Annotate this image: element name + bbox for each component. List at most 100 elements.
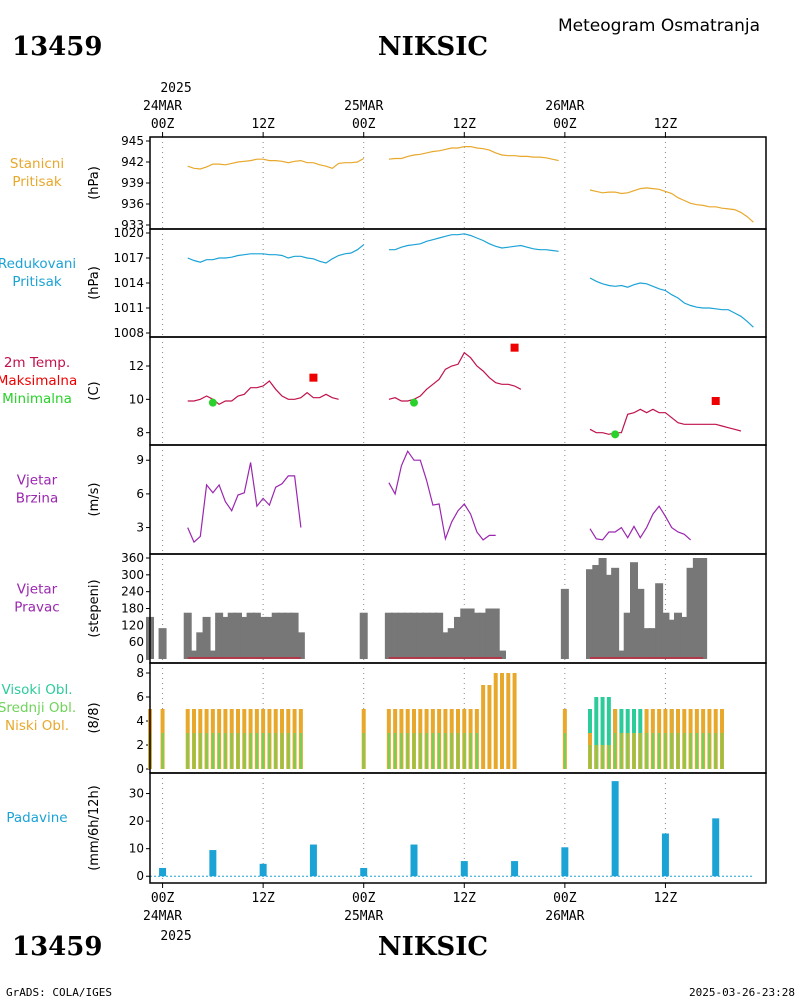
mid-cloud-bar bbox=[281, 733, 283, 769]
precip-bar bbox=[259, 863, 267, 877]
mid-cloud-bar bbox=[463, 733, 466, 769]
wind-direction-bar bbox=[472, 612, 481, 659]
footer-station-id: 13459 bbox=[12, 932, 102, 962]
wind-direction-bar bbox=[686, 567, 695, 659]
panel-label: Padavine bbox=[6, 810, 67, 826]
wind-direction-bar bbox=[215, 612, 224, 659]
y-tick-label: 933 bbox=[121, 218, 144, 232]
panel-label: Pravac bbox=[14, 600, 59, 616]
wind-direction-bar bbox=[359, 612, 368, 659]
wind-direction-bar bbox=[692, 558, 701, 659]
precip-bar bbox=[410, 844, 418, 877]
precip-bar bbox=[209, 850, 217, 877]
wind-direction-bar bbox=[290, 612, 299, 659]
max-temp-marker bbox=[711, 397, 720, 405]
precip-bar bbox=[661, 833, 669, 877]
y-tick-label: 12 bbox=[129, 359, 144, 373]
high-cloud-bar bbox=[600, 697, 605, 769]
y-tick-label: 0 bbox=[136, 869, 144, 883]
mid-cloud-bar bbox=[457, 733, 459, 769]
bottom-hour-label: 12Z bbox=[251, 891, 275, 906]
wind-direction-bar bbox=[498, 650, 506, 659]
mid-cloud-bar bbox=[425, 733, 428, 769]
bottom-hour-label: 00Z bbox=[151, 891, 175, 906]
mid-cloud-bar bbox=[211, 733, 214, 769]
y-tick-label: 0 bbox=[136, 652, 144, 666]
bottom-year-label: 2025 bbox=[160, 929, 191, 944]
wind-direction-bar bbox=[296, 632, 305, 659]
mid-cloud-bar bbox=[620, 733, 623, 769]
low-cloud-bar bbox=[493, 673, 498, 769]
mid-cloud-bar bbox=[255, 733, 258, 769]
mid-cloud-bar bbox=[406, 733, 409, 769]
panel-label: Srednji Obl. bbox=[0, 700, 76, 716]
mid-cloud-bar bbox=[274, 733, 277, 769]
wind-direction-bar bbox=[428, 612, 437, 659]
mid-cloud-bar bbox=[293, 733, 296, 769]
wind-direction-bar bbox=[221, 616, 230, 659]
panel-label: Minimalna bbox=[2, 391, 72, 407]
max-temp-marker bbox=[309, 373, 318, 382]
mid-cloud-bar bbox=[224, 733, 227, 769]
mid-cloud-bar bbox=[400, 733, 403, 769]
max-temp-marker bbox=[510, 343, 519, 352]
wind-direction-bar bbox=[278, 612, 286, 659]
series-line bbox=[187, 462, 302, 544]
wind-direction-bar bbox=[384, 612, 393, 659]
wind-direction-bar bbox=[441, 632, 450, 659]
series-line bbox=[388, 146, 559, 162]
mid-cloud-bar bbox=[469, 733, 472, 769]
wind-direction-bar bbox=[183, 612, 192, 659]
y-axis-unit: (C) bbox=[87, 381, 102, 400]
series-line bbox=[187, 244, 365, 264]
mid-cloud-bar bbox=[413, 733, 415, 769]
bottom-hour-label: 00Z bbox=[352, 891, 376, 906]
wind-direction-bar bbox=[699, 558, 708, 659]
wind-direction-bar bbox=[680, 616, 689, 659]
y-tick-label: 1017 bbox=[113, 251, 144, 265]
y-tick-label: 2 bbox=[136, 738, 144, 752]
top-date-label: 24MAR bbox=[143, 99, 182, 114]
mid-cloud-bar bbox=[243, 733, 246, 769]
wind-direction-bar bbox=[271, 612, 280, 659]
wind-direction-bar bbox=[460, 608, 469, 659]
wind-direction-bar bbox=[623, 612, 632, 659]
panel-label: Pritisak bbox=[12, 174, 62, 190]
wind-direction-bar bbox=[265, 616, 274, 659]
wind-direction-bar bbox=[598, 558, 607, 659]
mid-cloud-bar bbox=[362, 733, 365, 769]
y-tick-label: 936 bbox=[121, 197, 144, 211]
precip-bar bbox=[460, 861, 468, 877]
mid-cloud-bar bbox=[708, 733, 711, 769]
panel-label: Visoki Obl. bbox=[1, 682, 72, 698]
series-line bbox=[388, 449, 496, 542]
y-tick-label: 20 bbox=[129, 814, 144, 828]
y-tick-label: 240 bbox=[121, 585, 144, 599]
series-line bbox=[589, 505, 691, 541]
panel-label: Stanicni bbox=[10, 156, 64, 172]
precip-bar bbox=[511, 861, 519, 877]
bottom-hour-label: 12Z bbox=[654, 891, 678, 906]
wind-direction-bar bbox=[397, 612, 406, 659]
mid-cloud-bar bbox=[268, 733, 271, 769]
mid-cloud-bar bbox=[601, 745, 604, 769]
wind-direction-bar bbox=[422, 612, 431, 659]
y-tick-label: 1020 bbox=[113, 226, 144, 240]
y-tick-label: 360 bbox=[121, 551, 144, 565]
mid-cloud-bar bbox=[230, 733, 233, 769]
series-line bbox=[388, 233, 559, 252]
top-date-label: 26MAR bbox=[545, 99, 584, 114]
mid-cloud-bar bbox=[595, 745, 598, 769]
low-cloud-bar bbox=[506, 673, 511, 769]
low-cloud-bar bbox=[487, 685, 492, 769]
panel-label: Maksimalna bbox=[0, 373, 77, 389]
footer-timestamp: 2025-03-26-23:28 bbox=[689, 986, 795, 999]
wind-direction-bar bbox=[479, 612, 488, 659]
mid-cloud-bar bbox=[438, 733, 441, 769]
panel-wind_speed: Vjetar Brzina (m/s) 3 6 9 bbox=[16, 444, 767, 555]
mid-cloud-bar bbox=[262, 733, 265, 769]
y-axis-unit: (m/s) bbox=[87, 483, 102, 517]
panel-frame bbox=[149, 772, 767, 884]
wind-direction-bar bbox=[560, 588, 569, 659]
mid-cloud-bar bbox=[193, 733, 195, 769]
